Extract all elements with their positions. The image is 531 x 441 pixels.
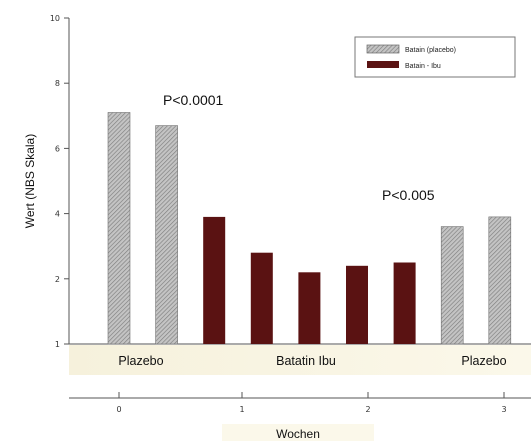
- legend-swatch-ibu: [367, 61, 399, 68]
- weeks-axis-ticks: 0 1 2 3: [116, 392, 507, 414]
- y-axis-title: Wert (NBS Skala): [23, 134, 37, 228]
- y-tick-label: 2: [55, 275, 60, 284]
- bar-8: [440, 226, 464, 345]
- bar-1: [107, 112, 131, 345]
- bar-4: [250, 252, 273, 344]
- y-tick-label: 1: [55, 340, 60, 349]
- legend-label-ibu: Batain - Ibu: [405, 63, 441, 70]
- phase-label-placebo-start: Plazebo: [118, 354, 163, 368]
- week-tick-label: 0: [116, 405, 121, 414]
- y-tick-label: 6: [55, 144, 60, 153]
- phase-label-placebo-end: Plazebo: [461, 354, 506, 368]
- legend-label-placebo: Batain (placebo): [405, 47, 456, 54]
- phase-label-batatin-ibu: Batatin Ibu: [276, 354, 336, 368]
- legend-box: [354, 36, 516, 78]
- y-tick-label: 4: [55, 210, 60, 219]
- annotation-p-value-2: P<0.005: [382, 187, 435, 203]
- legend-swatch-placebo: [366, 44, 400, 54]
- annotation-p-value-1: P<0.0001: [163, 92, 224, 108]
- weeks-label-band: [222, 424, 374, 441]
- bar-6: [346, 265, 368, 344]
- week-tick-label: 2: [365, 405, 370, 414]
- week-tick-label: 3: [501, 405, 506, 414]
- x-axis-title: Wochen: [276, 427, 320, 441]
- bar-2: [155, 125, 178, 345]
- bar-5: [298, 272, 321, 344]
- y-tick-label: 10: [50, 14, 60, 23]
- bars-group: [107, 112, 512, 345]
- y-tick-label: 8: [55, 79, 60, 88]
- phase-label-band: [69, 345, 531, 375]
- bar-7: [393, 262, 416, 344]
- bar-9: [488, 216, 512, 345]
- bar-3: [203, 216, 226, 344]
- week-tick-label: 1: [239, 405, 244, 414]
- legend: Batain (placebo) Batain - Ibu: [354, 36, 516, 78]
- y-axis-ticks: 1 2 4 6 8 10: [50, 14, 69, 349]
